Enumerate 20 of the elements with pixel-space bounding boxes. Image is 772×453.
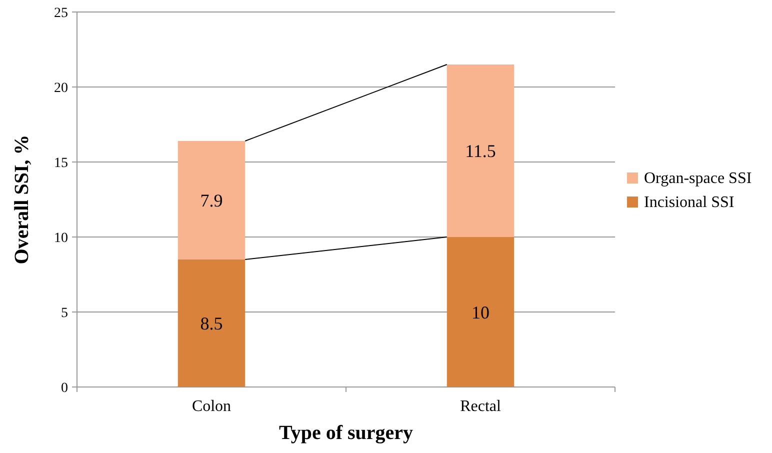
y-tick-label: 10 [54,230,68,246]
data-label: 10 [472,302,490,322]
bar [178,141,246,260]
legend-label: Incisional SSI [644,194,734,212]
y-tick-label: 25 [54,6,68,21]
y-tick-label: 5 [61,306,68,321]
data-label: 7.9 [200,190,223,211]
legend-label: Organ-space SSI [644,170,752,188]
y-axis-title: Overall SSI, % [11,134,33,264]
data-label: 11.5 [465,141,496,162]
x-axis-title: Type of surgery [278,422,414,444]
bar [446,64,514,237]
x-tick-label: Colon [192,398,232,415]
y-tick-label: 15 [54,156,68,171]
x-tick-label: Rectal [460,398,502,415]
bar [446,237,514,387]
bar [178,260,246,387]
y-tick-label: 20 [54,80,68,96]
data-label: 8.5 [200,314,223,334]
y-tick-label: 0 [61,380,68,396]
